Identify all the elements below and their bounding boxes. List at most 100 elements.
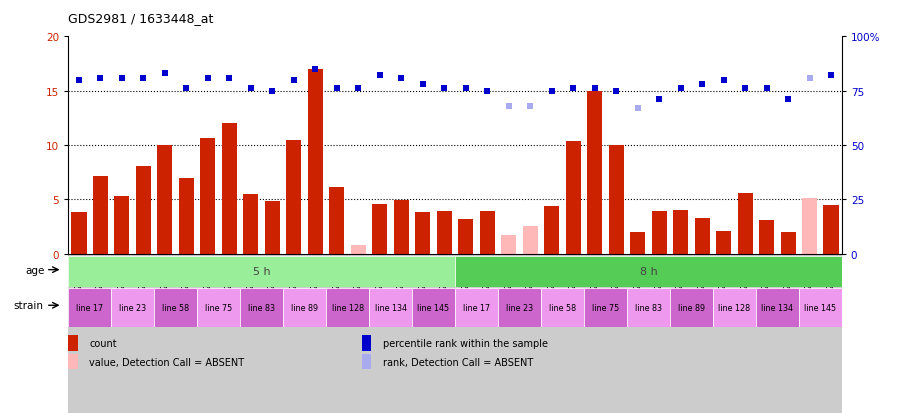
Text: line 128: line 128 xyxy=(718,303,751,312)
Point xyxy=(609,88,623,95)
Bar xyxy=(136,166,151,254)
Point xyxy=(544,88,559,95)
Text: 8 h: 8 h xyxy=(640,266,657,277)
Bar xyxy=(455,256,842,287)
Point xyxy=(372,73,387,79)
Point xyxy=(179,86,194,93)
Bar xyxy=(498,288,541,327)
Point xyxy=(652,97,666,103)
Bar xyxy=(200,139,216,254)
Bar xyxy=(72,213,86,254)
Point xyxy=(244,86,258,93)
Bar xyxy=(609,145,623,254)
Bar xyxy=(566,141,581,254)
Bar xyxy=(541,288,584,327)
Point xyxy=(587,86,602,93)
Bar xyxy=(584,288,627,327)
Text: line 89: line 89 xyxy=(291,303,318,312)
Bar xyxy=(802,199,817,254)
Text: GDS2981 / 1633448_at: GDS2981 / 1633448_at xyxy=(68,12,214,25)
Point xyxy=(803,75,817,82)
Bar xyxy=(68,256,455,287)
Point xyxy=(459,86,473,93)
Point xyxy=(501,103,516,110)
Text: rank, Detection Call = ABSENT: rank, Detection Call = ABSENT xyxy=(383,357,533,367)
Bar xyxy=(329,188,344,254)
Bar xyxy=(372,204,388,254)
Text: line 83: line 83 xyxy=(248,303,275,312)
Bar xyxy=(437,212,451,254)
Text: line 89: line 89 xyxy=(678,303,705,312)
Bar xyxy=(68,354,77,370)
Bar xyxy=(287,140,301,254)
Bar xyxy=(308,70,323,254)
Bar xyxy=(670,288,713,327)
Bar xyxy=(713,288,756,327)
Bar xyxy=(362,336,371,351)
Text: line 17: line 17 xyxy=(76,303,104,312)
Point xyxy=(695,81,710,88)
Bar xyxy=(394,201,409,254)
Bar xyxy=(243,195,258,254)
Text: line 134: line 134 xyxy=(375,303,407,312)
Point xyxy=(480,88,494,95)
Point xyxy=(222,75,237,82)
Bar xyxy=(197,288,240,327)
Point xyxy=(416,81,430,88)
Bar xyxy=(115,197,129,254)
Point xyxy=(115,75,129,82)
Text: line 17: line 17 xyxy=(463,303,490,312)
Point xyxy=(566,86,581,93)
Bar xyxy=(781,232,795,254)
Text: line 75: line 75 xyxy=(205,303,232,312)
Bar xyxy=(222,124,237,254)
Bar xyxy=(326,288,369,327)
Bar xyxy=(362,354,371,370)
Bar xyxy=(157,145,173,254)
Point xyxy=(200,75,215,82)
Point xyxy=(329,86,344,93)
Point xyxy=(738,86,753,93)
Bar xyxy=(350,245,366,254)
Text: count: count xyxy=(89,338,116,348)
Bar xyxy=(824,205,838,254)
Point xyxy=(781,97,795,103)
Bar xyxy=(587,91,602,254)
Point xyxy=(631,105,645,112)
Bar xyxy=(415,213,430,254)
Point xyxy=(351,86,366,93)
Bar xyxy=(673,211,688,254)
Bar xyxy=(369,288,412,327)
Text: line 58: line 58 xyxy=(549,303,576,312)
Bar xyxy=(627,288,670,327)
Point xyxy=(308,66,323,73)
Bar xyxy=(694,218,710,254)
Text: line 145: line 145 xyxy=(804,303,836,312)
Bar xyxy=(544,206,560,254)
Bar xyxy=(179,178,194,254)
Point xyxy=(265,88,279,95)
Bar xyxy=(480,212,495,254)
Bar xyxy=(93,177,108,254)
Bar xyxy=(68,336,77,351)
Point xyxy=(287,77,301,84)
Bar xyxy=(522,227,538,254)
Point xyxy=(72,77,86,84)
Bar xyxy=(459,219,473,254)
Point xyxy=(394,75,409,82)
Bar xyxy=(265,202,280,254)
Bar xyxy=(455,288,498,327)
Bar xyxy=(756,288,799,327)
Point xyxy=(136,75,151,82)
Bar xyxy=(283,288,326,327)
Bar xyxy=(737,193,753,254)
Text: 5 h: 5 h xyxy=(253,266,270,277)
Text: line 83: line 83 xyxy=(635,303,662,312)
Text: line 23: line 23 xyxy=(119,303,147,312)
Text: line 134: line 134 xyxy=(762,303,794,312)
Text: strain: strain xyxy=(14,301,44,311)
Bar xyxy=(630,232,645,254)
Point xyxy=(157,71,172,77)
Text: line 23: line 23 xyxy=(506,303,533,312)
Bar xyxy=(111,288,154,327)
